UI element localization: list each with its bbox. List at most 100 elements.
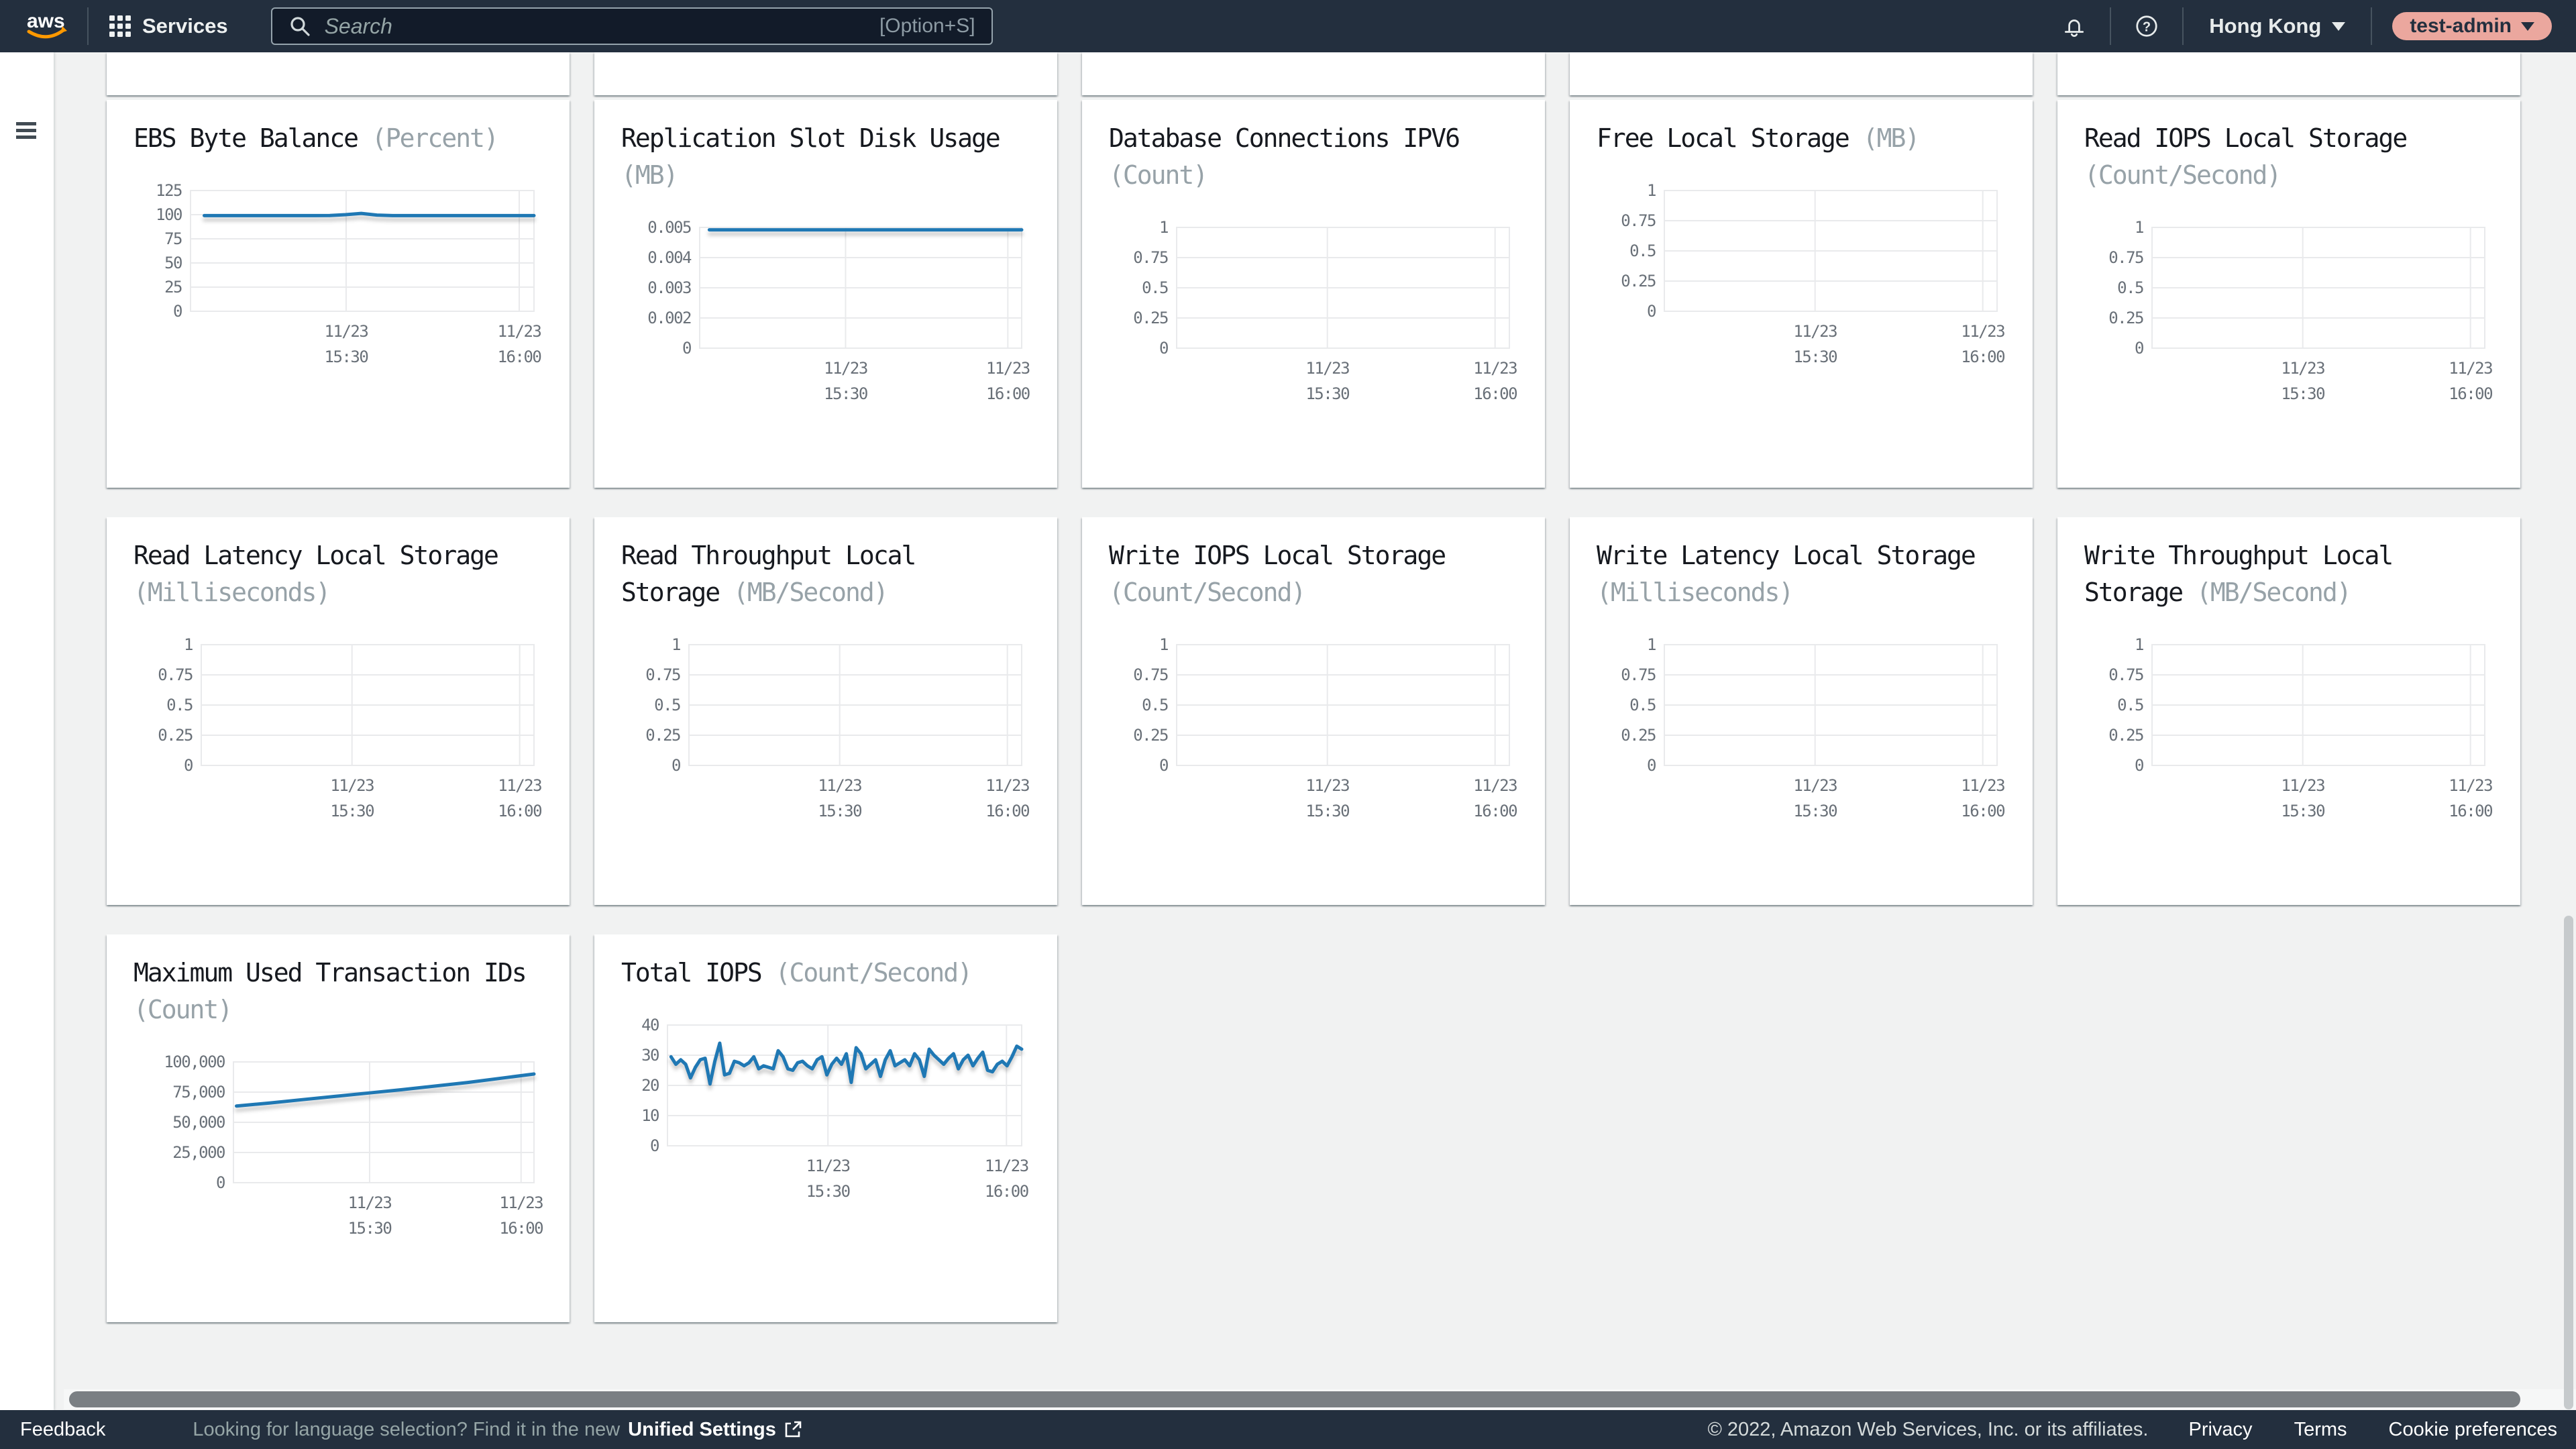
language-hint-text: Looking for language selection? Find it … (193, 1418, 621, 1440)
metric-card[interactable]: Read Latency Local Storage (Milliseconds… (107, 517, 570, 905)
svg-text:1: 1 (1647, 635, 1656, 654)
svg-text:16:00: 16:00 (1961, 802, 2004, 820)
metric-chart[interactable]: 40 30 20 10 0 11/23 15:30 11/23 16:00 (594, 1012, 1057, 1203)
navbar-divider (2182, 7, 2184, 45)
svg-text:11/23: 11/23 (498, 776, 541, 795)
metric-chart[interactable]: 0.005 0.004 0.003 0.002 0 11/23 15:30 11/23 16:0… (594, 214, 1057, 405)
search-input[interactable]: Search [Option+S] (270, 7, 993, 45)
svg-text:0: 0 (1647, 302, 1656, 321)
svg-text:15:30: 15:30 (806, 1182, 850, 1201)
svg-text:0.75: 0.75 (1621, 665, 1656, 684)
metric-card[interactable]: EBS Byte Balance (Percent) 125 100 75 50 25 0 1… (107, 100, 570, 488)
horizontal-scrollbar-track[interactable] (64, 1389, 2576, 1409)
svg-text:11/23: 11/23 (1305, 359, 1349, 378)
chart-metric-name: Read Throughput Local Storage (621, 541, 916, 607)
chart-unit-label: (Count/Second) (1109, 578, 1306, 607)
svg-text:16:00: 16:00 (986, 384, 1030, 403)
metric-card[interactable]: Read Throughput Local Storage (MB/Second… (594, 517, 1057, 905)
svg-text:30: 30 (641, 1046, 659, 1065)
metric-card[interactable]: Read IOPS Local Storage (Count/Second) 1 0… (2057, 100, 2520, 488)
console-footer: Feedback Looking for language selection?… (0, 1410, 2576, 1449)
privacy-link[interactable]: Privacy (2188, 1418, 2253, 1440)
notifications-button[interactable] (2061, 13, 2087, 39)
svg-text:11/23: 11/23 (1961, 322, 2004, 341)
svg-text:0.25: 0.25 (1621, 272, 1656, 290)
svg-text:0: 0 (1159, 339, 1168, 358)
chart-unit-label: (Milliseconds) (1597, 578, 1794, 607)
metric-chart[interactable]: 1 0.75 0.5 0.25 0 11/23 15:30 11/23 16:00 (107, 631, 570, 822)
svg-text:0.5: 0.5 (1142, 696, 1168, 714)
cut-off-card-above (594, 52, 1057, 95)
horizontal-scrollbar-thumb[interactable] (69, 1391, 2520, 1407)
svg-text:16:00: 16:00 (499, 1219, 543, 1238)
metric-chart[interactable]: 1 0.75 0.5 0.25 0 11/23 15:30 11/23 16:00 (1570, 177, 2033, 368)
copyright-text: © 2022, Amazon Web Services, Inc. or its… (1707, 1418, 2149, 1440)
metric-card[interactable]: Total IOPS (Count/Second) 40 30 20 10 0 11/23 1… (594, 934, 1057, 1322)
metric-chart[interactable]: 1 0.75 0.5 0.25 0 11/23 15:30 11/23 16:00 (2057, 214, 2520, 405)
metric-chart[interactable]: 1 0.75 0.5 0.25 0 11/23 15:30 11/23 16:00 (1570, 631, 2033, 822)
metric-chart[interactable]: 1 0.75 0.5 0.25 0 11/23 15:30 11/23 16:00 (594, 631, 1057, 822)
metric-chart[interactable]: 1 0.75 0.5 0.25 0 11/23 15:30 11/23 16:00 (1082, 214, 1545, 405)
chart-unit-label: (Milliseconds) (133, 578, 331, 607)
metric-card[interactable]: Write Latency Local Storage (Millisecond… (1570, 517, 2033, 905)
svg-text:11/23: 11/23 (824, 359, 867, 378)
metric-card[interactable]: Replication Slot Disk Usage (MB) 0.005 0.0… (594, 100, 1057, 488)
chart-title: EBS Byte Balance (Percent) (133, 120, 536, 157)
metric-card[interactable]: Maximum Used Transaction IDs (Count) 100,… (107, 934, 570, 1322)
external-link-icon (785, 1421, 802, 1438)
svg-text:15:30: 15:30 (2281, 384, 2324, 403)
vertical-scrollbar-thumb[interactable] (2564, 916, 2573, 1409)
chart-title: Write Latency Local Storage (Millisecond… (1597, 537, 1999, 611)
svg-text:16:00: 16:00 (498, 347, 541, 366)
account-menu-button[interactable]: test-admin (2392, 12, 2552, 40)
services-menu-button[interactable]: Services (109, 14, 228, 38)
collapsed-side-nav (0, 52, 54, 1410)
svg-text:15:30: 15:30 (1793, 802, 1837, 820)
metric-chart[interactable]: 1 0.75 0.5 0.25 0 11/23 15:30 11/23 16:00 (2057, 631, 2520, 822)
help-button[interactable]: ? (2134, 13, 2159, 39)
svg-text:16:00: 16:00 (2449, 384, 2492, 403)
svg-text:0.25: 0.25 (1621, 726, 1656, 745)
svg-text:0.25: 0.25 (2108, 726, 2143, 745)
open-menu-button[interactable] (16, 122, 36, 142)
metric-chart[interactable]: 125 100 75 50 25 0 11/23 15:30 11/23 16:00 (107, 177, 570, 368)
svg-text:0.25: 0.25 (1133, 726, 1168, 745)
svg-text:50,000: 50,000 (172, 1113, 225, 1132)
unified-settings-link[interactable]: Unified Settings (628, 1419, 803, 1441)
cookie-preferences-link[interactable]: Cookie preferences (2388, 1418, 2557, 1440)
svg-text:15:30: 15:30 (818, 802, 861, 820)
svg-text:16:00: 16:00 (498, 802, 541, 820)
svg-text:0.5: 0.5 (1629, 241, 1656, 260)
metric-card[interactable]: Database Connections IPV6 (Count) 1 0.75 0.… (1082, 100, 1545, 488)
chart-title: Write Throughput Local Storage (MB/Secon… (2084, 537, 2487, 611)
svg-text:11/23: 11/23 (1305, 776, 1349, 795)
terms-link[interactable]: Terms (2294, 1418, 2347, 1440)
svg-text:11/23: 11/23 (1793, 322, 1837, 341)
svg-text:0.75: 0.75 (2108, 248, 2143, 267)
chart-metric-name: Write IOPS Local Storage (1109, 541, 1446, 570)
metric-card[interactable]: Write Throughput Local Storage (MB/Secon… (2057, 517, 2520, 905)
svg-text:11/23: 11/23 (1961, 776, 2004, 795)
metric-card[interactable]: Write IOPS Local Storage (Count/Second) 1… (1082, 517, 1545, 905)
svg-text:15:30: 15:30 (325, 347, 368, 366)
metric-card[interactable]: Free Local Storage (MB) 1 0.75 0.5 0.25 0 11/2… (1570, 100, 2033, 488)
chart-unit-label: (Count) (1109, 160, 1208, 190)
region-selector[interactable]: Hong Kong (2209, 14, 2346, 38)
metric-chart[interactable]: 1 0.75 0.5 0.25 0 11/23 15:30 11/23 16:00 (1082, 631, 1545, 822)
svg-text:1: 1 (184, 635, 193, 654)
svg-text:0: 0 (1159, 756, 1168, 775)
chart-metric-name: Database Connections IPV6 (1109, 123, 1460, 153)
svg-text:0: 0 (2135, 756, 2143, 775)
svg-text:11/23: 11/23 (348, 1193, 392, 1212)
footer-right-group: © 2022, Amazon Web Services, Inc. or its… (1707, 1419, 2576, 1441)
metric-chart[interactable]: 100,000 75,000 50,000 25,000 0 11/23 15:30 11/2… (107, 1049, 570, 1240)
svg-text:20: 20 (641, 1076, 659, 1095)
chart-unit-label: (MB) (621, 160, 679, 190)
svg-text:0: 0 (216, 1173, 225, 1192)
chart-title: Read Latency Local Storage (Milliseconds… (133, 537, 536, 611)
svg-text:0.003: 0.003 (647, 278, 691, 297)
navbar-divider (2371, 7, 2373, 45)
aws-logo[interactable]: aws (24, 9, 68, 44)
svg-text:0.002: 0.002 (647, 309, 691, 327)
feedback-link[interactable]: Feedback (20, 1418, 106, 1440)
